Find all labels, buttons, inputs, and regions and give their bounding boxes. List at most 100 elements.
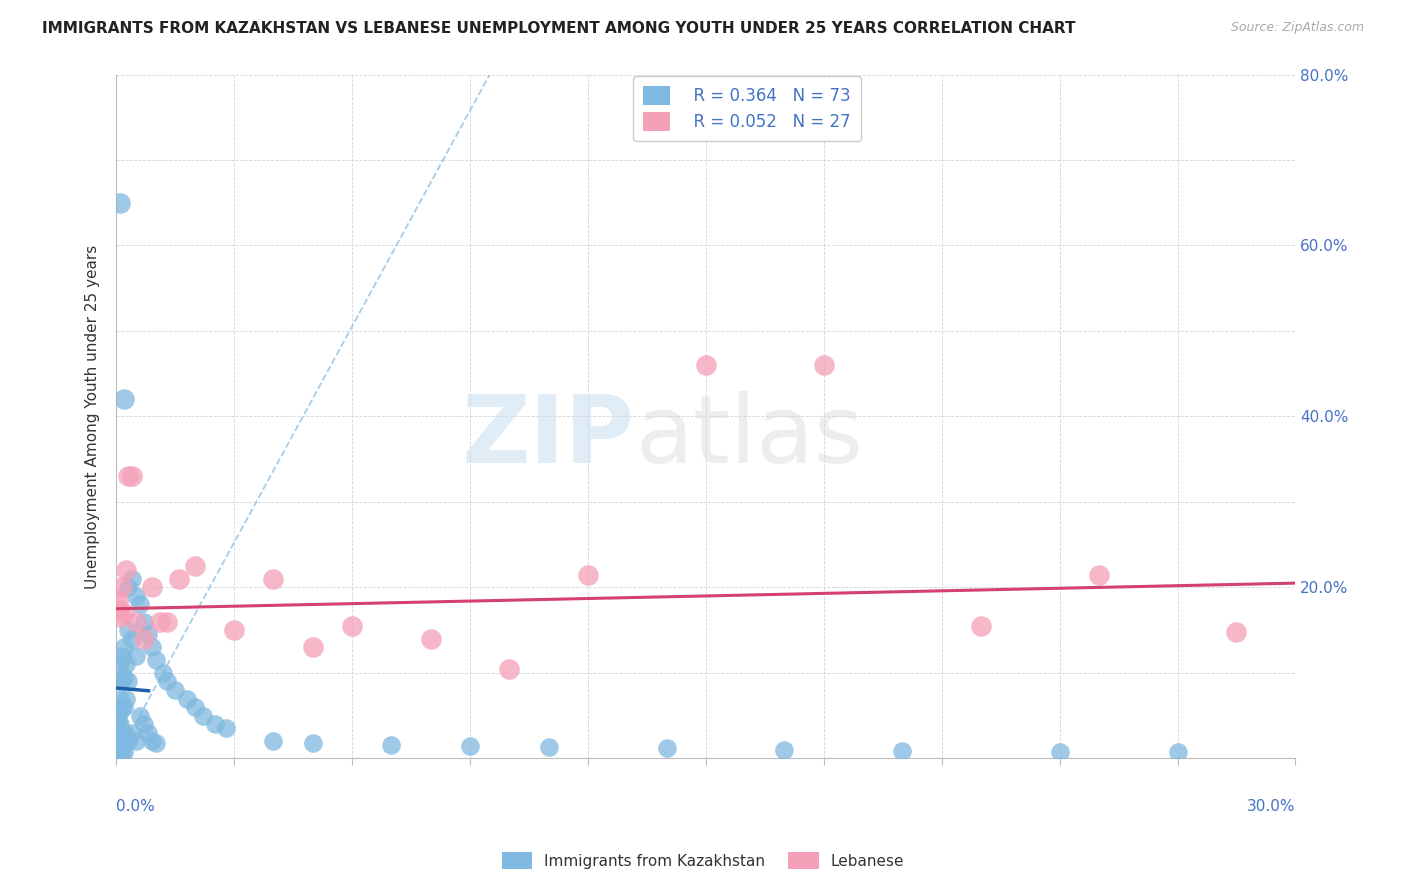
Point	[301, 736, 323, 750]
Text: atlas: atlas	[636, 391, 863, 483]
Point	[112, 725, 135, 739]
Point	[184, 700, 207, 714]
Point	[204, 717, 226, 731]
Point	[165, 683, 187, 698]
Point	[112, 392, 135, 407]
Point	[117, 623, 139, 637]
Point	[263, 572, 285, 586]
Text: ZIP: ZIP	[463, 391, 636, 483]
Point	[107, 719, 129, 733]
Point	[380, 738, 402, 752]
Point	[108, 704, 131, 718]
Point	[111, 648, 134, 663]
Point	[115, 691, 138, 706]
Point	[655, 741, 678, 756]
Point	[117, 469, 139, 483]
Point	[117, 581, 139, 595]
Point	[167, 572, 190, 586]
Point	[813, 358, 835, 372]
Point	[132, 717, 155, 731]
Legend:   R = 0.364   N = 73,   R = 0.052   N = 27: R = 0.364 N = 73, R = 0.052 N = 27	[633, 76, 860, 141]
Point	[112, 700, 135, 714]
Point	[107, 725, 129, 739]
Point	[108, 739, 131, 753]
Point	[107, 750, 129, 764]
Point	[112, 640, 135, 655]
Legend: Immigrants from Kazakhstan, Lebanese: Immigrants from Kazakhstan, Lebanese	[495, 846, 911, 875]
Y-axis label: Unemployment Among Youth under 25 years: Unemployment Among Youth under 25 years	[86, 244, 100, 589]
Point	[125, 648, 148, 663]
Point	[156, 615, 179, 629]
Point	[263, 734, 285, 748]
Point	[111, 674, 134, 689]
Point	[121, 469, 143, 483]
Point	[117, 674, 139, 689]
Point	[301, 640, 323, 655]
Point	[108, 730, 131, 744]
Point	[1167, 745, 1189, 759]
Point	[107, 748, 129, 763]
Point	[121, 725, 143, 739]
Point	[1225, 624, 1247, 639]
Point	[141, 640, 163, 655]
Point	[132, 615, 155, 629]
Text: Source: ZipAtlas.com: Source: ZipAtlas.com	[1230, 21, 1364, 34]
Point	[132, 632, 155, 646]
Point	[125, 615, 148, 629]
Point	[115, 734, 138, 748]
Point	[128, 708, 150, 723]
Point	[111, 745, 134, 759]
Point	[1088, 567, 1111, 582]
Point	[125, 589, 148, 603]
Point	[191, 708, 214, 723]
Point	[141, 734, 163, 748]
Point	[112, 745, 135, 759]
Point	[112, 670, 135, 684]
Text: 0.0%: 0.0%	[117, 799, 155, 814]
Point	[111, 700, 134, 714]
Point	[107, 746, 129, 760]
Point	[340, 619, 363, 633]
Point	[184, 559, 207, 574]
Point	[215, 722, 238, 736]
Point	[141, 581, 163, 595]
Point	[537, 740, 560, 755]
Point	[108, 610, 131, 624]
Point	[152, 665, 174, 680]
Point	[695, 358, 717, 372]
Point	[136, 627, 159, 641]
Point	[419, 632, 441, 646]
Point	[1049, 745, 1071, 759]
Point	[108, 749, 131, 764]
Point	[108, 657, 131, 672]
Point	[108, 674, 131, 689]
Point	[148, 615, 170, 629]
Point	[121, 572, 143, 586]
Point	[108, 601, 131, 615]
Text: IMMIGRANTS FROM KAZAKHSTAN VS LEBANESE UNEMPLOYMENT AMONG YOUTH UNDER 25 YEARS C: IMMIGRANTS FROM KAZAKHSTAN VS LEBANESE U…	[42, 21, 1076, 36]
Point	[107, 713, 129, 727]
Point	[156, 674, 179, 689]
Point	[458, 739, 481, 754]
Point	[576, 567, 599, 582]
Point	[136, 725, 159, 739]
Point	[498, 662, 520, 676]
Point	[115, 563, 138, 577]
Point	[115, 657, 138, 672]
Point	[176, 691, 198, 706]
Point	[121, 632, 143, 646]
Point	[125, 734, 148, 748]
Point	[107, 738, 129, 752]
Point	[891, 744, 914, 758]
Point	[108, 745, 131, 759]
Point	[145, 653, 167, 667]
Point	[107, 704, 129, 718]
Point	[107, 593, 129, 607]
Text: 30.0%: 30.0%	[1247, 799, 1295, 814]
Point	[970, 619, 993, 633]
Point	[111, 581, 134, 595]
Point	[112, 606, 135, 620]
Point	[773, 743, 796, 757]
Point	[128, 598, 150, 612]
Point	[117, 734, 139, 748]
